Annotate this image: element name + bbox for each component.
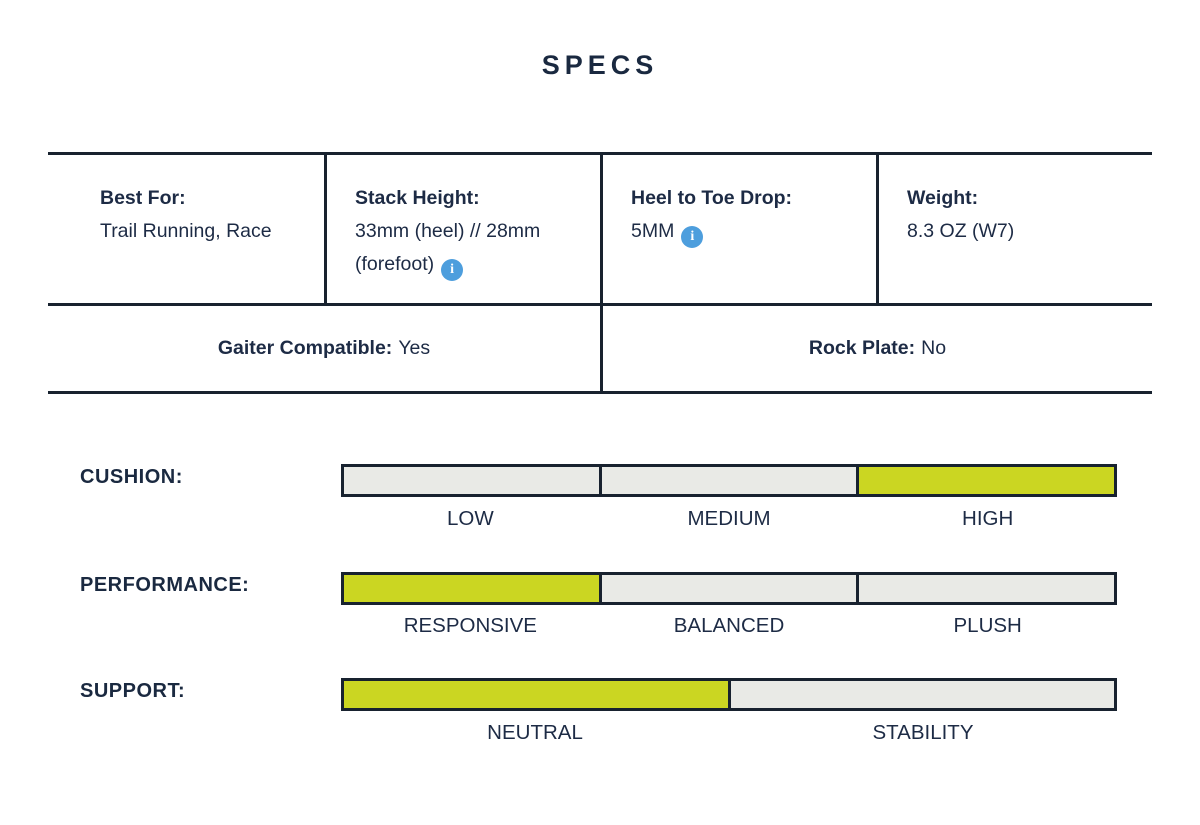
spec-label: Best For: — [100, 187, 186, 209]
spec-cell-gaiter-compatible: Gaiter Compatible: Yes — [48, 306, 600, 391]
spec-table-row-2: Gaiter Compatible: Yes Rock Plate: No — [48, 306, 1152, 391]
spec-label: Rock Plate: — [808, 337, 916, 359]
slider-segment-responsive-selected — [344, 575, 599, 602]
spec-table: Best For: Trail Running, Race Stack Heig… — [48, 152, 1152, 394]
slider-segment-plush — [856, 575, 1115, 602]
spec-value: 33mm (heel) // 28mm (forefoot) i — [355, 215, 582, 281]
spec-label: Heel to Toe Drop: — [631, 187, 793, 209]
spec-cell-stack-height: Stack Height: 33mm (heel) // 28mm (foref… — [324, 155, 600, 303]
spec-cell-heel-toe-drop: Heel to Toe Drop: 5MM i — [600, 155, 876, 303]
spec-cell-rock-plate: Rock Plate: No — [600, 306, 1152, 391]
spec-label: Stack Height: — [355, 187, 480, 209]
slider-segment-high-selected — [856, 467, 1115, 494]
slider-segment-neutral-selected — [344, 681, 728, 708]
spec-value-text: 5MM — [631, 220, 675, 242]
slider-segment-stability — [727, 681, 1114, 708]
slider-label-performance: PERFORMANCE: — [80, 574, 250, 596]
tick-label: PLUSH — [953, 614, 1022, 637]
spec-value: No — [921, 337, 947, 359]
slider-label-cushion: CUSHION: — [80, 466, 183, 488]
slider-label-support: SUPPORT: — [80, 680, 186, 702]
spec-table-row-1: Best For: Trail Running, Race Stack Heig… — [48, 155, 1152, 306]
spec-cell-weight: Weight: 8.3 OZ (W7) — [876, 155, 1152, 303]
slider-ticks-support: NEUTRAL STABILITY — [341, 721, 1117, 745]
tick-label: HIGH — [962, 507, 1014, 530]
spec-value-text: 33mm (heel) // 28mm (forefoot) — [355, 220, 541, 275]
spec-label: Gaiter Compatible: — [217, 337, 393, 359]
slider-bar-support — [341, 678, 1117, 711]
spec-label: Weight: — [907, 187, 979, 209]
tick-label: MEDIUM — [687, 507, 771, 530]
spec-cell-best-for: Best For: Trail Running, Race — [48, 155, 324, 303]
info-icon[interactable]: i — [441, 259, 464, 281]
tick-label: RESPONSIVE — [403, 614, 537, 637]
spec-value: Trail Running, Race — [100, 220, 272, 242]
tick-label: BALANCED — [673, 614, 785, 637]
tick-label: LOW — [446, 507, 494, 530]
slider-segment-low — [344, 467, 599, 494]
spec-value: 8.3 OZ (W7) — [907, 220, 1015, 242]
slider-bar-performance — [341, 572, 1117, 605]
slider-ticks-performance: RESPONSIVE BALANCED PLUSH — [341, 614, 1117, 638]
slider-ticks-cushion: LOW MEDIUM HIGH — [341, 507, 1117, 531]
tick-label: STABILITY — [872, 721, 974, 744]
page-title: SPECS — [541, 50, 659, 80]
spec-value: Yes — [398, 337, 431, 359]
slider-bar-cushion — [341, 464, 1117, 497]
slider-segment-medium — [598, 467, 857, 494]
info-icon[interactable]: i — [681, 226, 704, 248]
spec-value: 5MM i — [631, 215, 858, 248]
tick-label: NEUTRAL — [487, 721, 583, 744]
slider-segment-balanced — [598, 575, 857, 602]
